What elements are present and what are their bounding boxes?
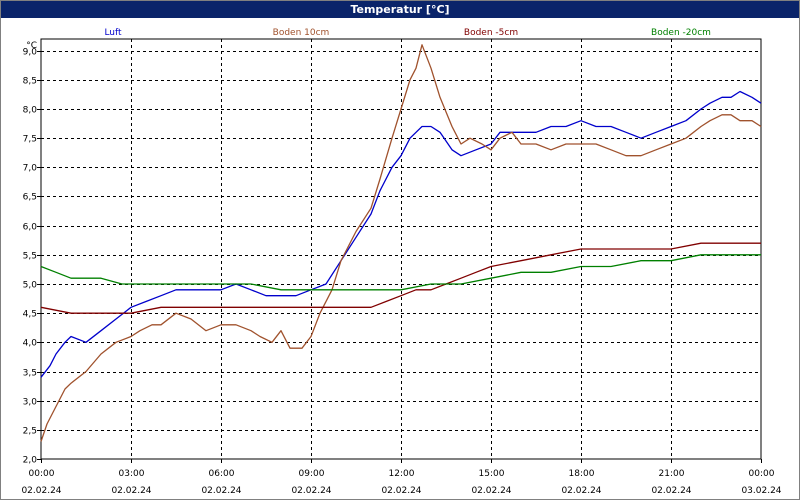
- x-tick-time: 15:00: [479, 469, 505, 479]
- y-tick-label: 9,0: [23, 48, 38, 58]
- x-tick-time: 00:00: [29, 469, 55, 479]
- x-tick-time: 21:00: [659, 469, 685, 479]
- x-tick-date: 02.02.24: [111, 486, 151, 496]
- y-tick-label: 3,5: [23, 369, 37, 379]
- series-line-luft: [40, 90, 762, 378]
- y-tick-label: 5,0: [23, 281, 38, 291]
- y-tick-label: 6,5: [23, 193, 37, 203]
- y-tick-label: 4,5: [23, 310, 37, 320]
- x-tick-time: 00:00: [749, 469, 775, 479]
- y-tick-label: 4,0: [23, 339, 38, 349]
- y-tick-label: 2,0: [23, 456, 38, 466]
- y-tick-label: 8,5: [23, 77, 37, 87]
- legend-entry: Boden -5cm: [464, 28, 518, 38]
- legend-entry: Boden 10cm: [273, 28, 330, 38]
- x-tick-time: 12:00: [389, 469, 415, 479]
- x-tick-date: 02.02.24: [21, 486, 61, 496]
- x-tick-time: 09:00: [299, 469, 325, 479]
- series-line-boden-5cm: [40, 242, 761, 314]
- x-tick-date: 02.02.24: [291, 486, 331, 496]
- x-tick-date: 02.02.24: [381, 486, 421, 496]
- y-tick-label: 7,0: [23, 164, 38, 174]
- chart-title: Temperatur [°C]: [1, 1, 799, 18]
- x-tick-time: 06:00: [209, 469, 235, 479]
- legend-entry: Boden -20cm: [651, 28, 711, 38]
- y-axis-unit: °C: [26, 41, 37, 51]
- y-tick-label: 7,5: [23, 135, 37, 145]
- series-line-boden-10cm: [40, 44, 762, 442]
- x-tick-date: 03.02.24: [741, 486, 781, 496]
- x-tick-date: 02.02.24: [471, 486, 511, 496]
- y-tick-label: 8,0: [23, 106, 38, 116]
- x-tick-time: 03:00: [119, 469, 145, 479]
- x-tick-date: 02.02.24: [561, 486, 601, 496]
- y-tick-label: 6,0: [23, 223, 38, 233]
- y-tick-label: 5,5: [23, 252, 37, 262]
- y-tick-label: 3,0: [23, 398, 38, 408]
- x-tick-date: 02.02.24: [201, 486, 241, 496]
- y-tick-label: 2,5: [23, 427, 37, 437]
- series-line-boden-20cm: [40, 254, 761, 291]
- legend-entry: Luft: [104, 28, 122, 38]
- x-tick-time: 18:00: [569, 469, 595, 479]
- x-tick-date: 02.02.24: [651, 486, 691, 496]
